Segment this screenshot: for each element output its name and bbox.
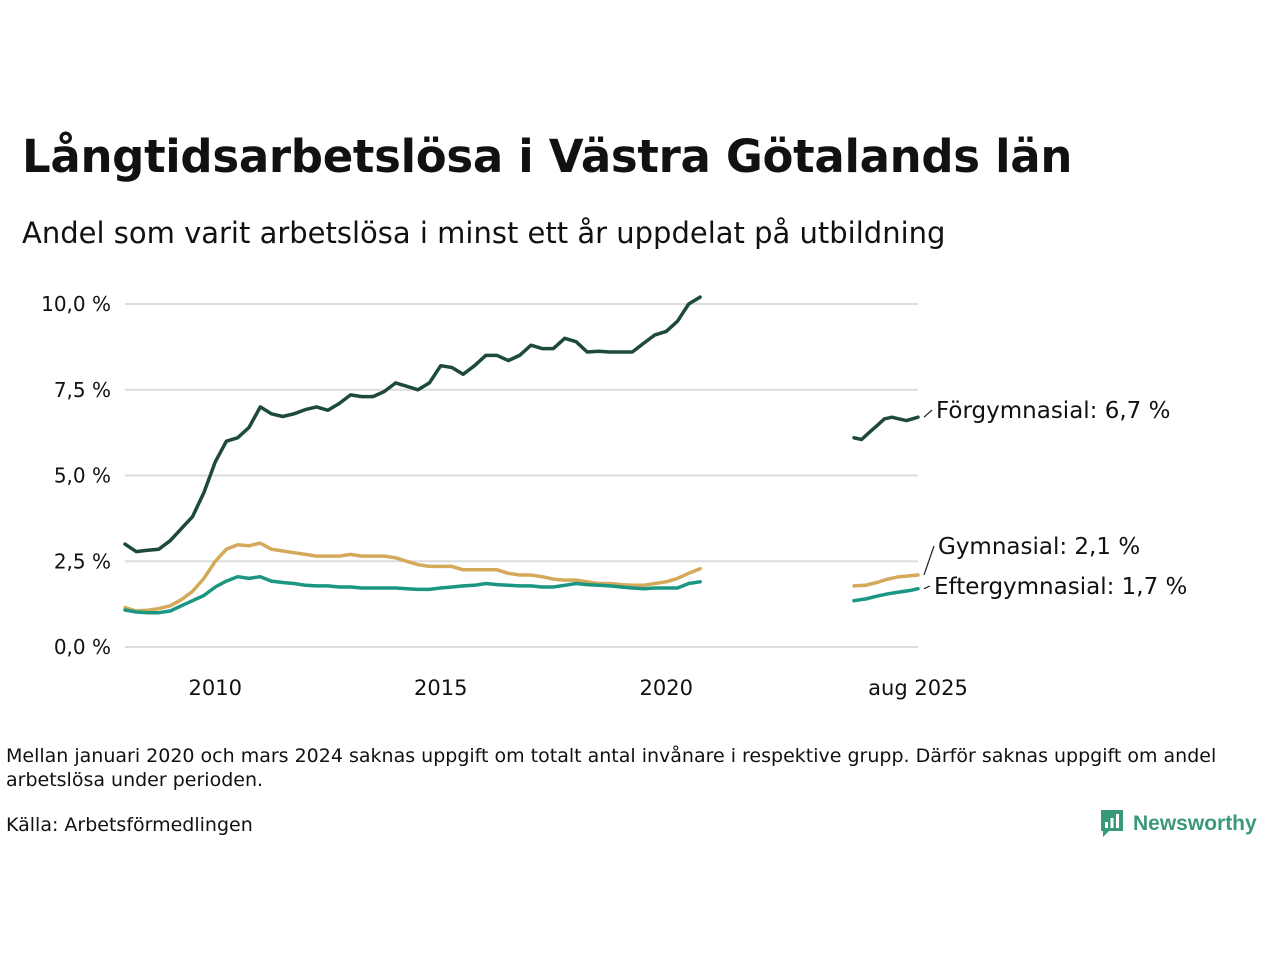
y-tick-label: 5,0 % xyxy=(54,464,111,488)
y-tick-label: 2,5 % xyxy=(54,549,111,573)
x-tick-label: 2020 xyxy=(639,676,692,700)
y-tick-label: 7,5 % xyxy=(54,378,111,402)
series-lines xyxy=(123,295,920,615)
y-axis-ticks: 0,0 % 2,5 % 5,0 % 7,5 % 10,0 % xyxy=(41,292,111,659)
series-line-eftergymnasial xyxy=(852,586,920,603)
end-label-gymnasial: Gymnasial: 2,1 % xyxy=(938,534,1140,560)
y-tick-label: 0,0 % xyxy=(54,635,111,659)
end-label-eftergymnasial: Eftergymnasial: 1,7 % xyxy=(934,574,1187,600)
brand-name: Newsworthy xyxy=(1133,812,1257,835)
gridlines xyxy=(125,303,918,648)
newsworthy-logo-icon xyxy=(1101,810,1123,837)
end-label-connector xyxy=(923,545,935,576)
chart-title: Långtidsarbetslösa i Västra Götalands lä… xyxy=(22,130,1073,183)
series-line-förgymnasial xyxy=(123,295,702,554)
end-label-förgymnasial: Förgymnasial: 6,7 % xyxy=(936,398,1170,424)
x-tick-label: 2015 xyxy=(414,676,467,700)
y-tick-label: 10,0 % xyxy=(41,292,111,316)
series-line-gymnasial xyxy=(852,573,920,588)
x-axis-ticks: 2010 2015 2020 aug 2025 xyxy=(189,676,968,700)
series-line-förgymnasial xyxy=(852,415,920,442)
end-label-connector xyxy=(923,585,931,590)
x-tick-label: aug 2025 xyxy=(868,676,968,700)
series-line-eftergymnasial xyxy=(123,574,702,615)
source-credit: Källa: Arbetsförmedlingen xyxy=(6,814,253,836)
brand-logo: Newsworthy xyxy=(1099,808,1257,840)
x-tick-label: 2010 xyxy=(189,676,242,700)
series-line-gymnasial xyxy=(123,541,702,613)
end-label-connector xyxy=(923,409,933,418)
footnote: Mellan januari 2020 och mars 2024 saknas… xyxy=(6,745,1217,791)
end-labels: Förgymnasial: 6,7 % Gymnasial: 2,1 % Efter… xyxy=(923,398,1187,600)
chart-subtitle: Andel som varit arbetslösa i minst ett å… xyxy=(22,216,946,250)
